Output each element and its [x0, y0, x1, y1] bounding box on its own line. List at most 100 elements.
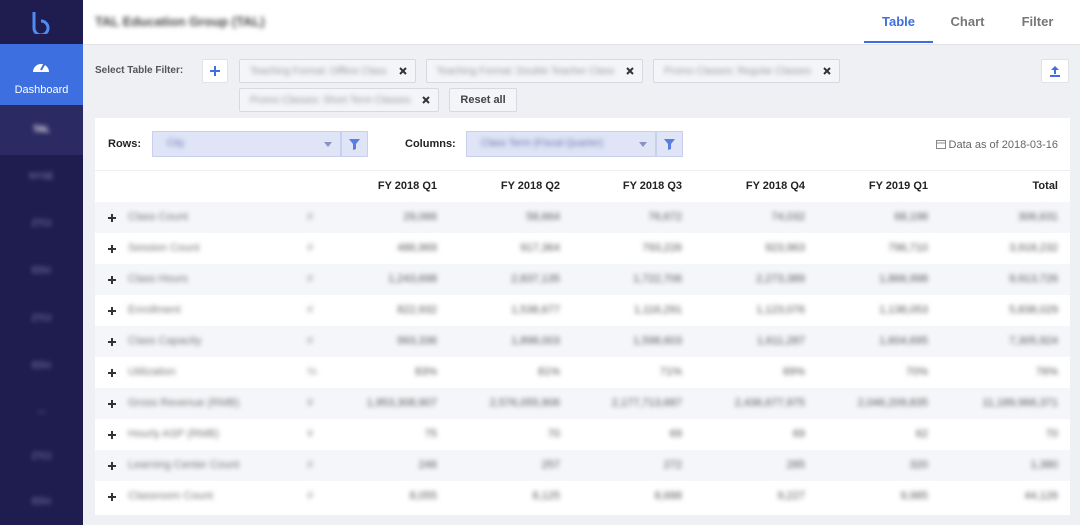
nav-label[interactable]: EDU — [31, 360, 51, 370]
table-cell: 75 — [424, 428, 437, 440]
table-cell: 81% — [537, 366, 560, 378]
table-cell: 9,985 — [900, 490, 928, 502]
table-cell: 8,688 — [654, 490, 682, 502]
columns-select[interactable]: Class Term (Fiscal Quarter) — [466, 131, 656, 157]
nav-label[interactable]: NYSE — [29, 171, 54, 181]
expand-row[interactable] — [107, 244, 117, 254]
table-row: Enrollment #822,932 1,538,677 1,116,291 1,12… — [95, 295, 1070, 326]
filter-chip: Teaching Format: Double Teacher Class — [425, 59, 644, 83]
table-cell: 9,913,726 — [1009, 273, 1058, 285]
expand-row[interactable] — [107, 306, 117, 316]
table-cell: 11,189,966,371 — [982, 397, 1058, 409]
nav-label[interactable]: EDU — [31, 265, 51, 275]
table-cell: 272 — [663, 459, 682, 471]
table-cell: 2,436,677,975 — [734, 397, 805, 409]
table-cell: 1,598,603 — [633, 335, 682, 347]
tab[interactable]: Table — [882, 14, 915, 29]
chip-label: Promo Classes: Short Term Classes — [250, 94, 411, 106]
table-row: Classroom Count #8,055 8,125 8,688 9,227 9,98… — [95, 481, 1070, 512]
nav-label[interactable]: Dashboard — [14, 84, 69, 96]
tab-underline — [864, 41, 933, 43]
nav-label[interactable]: — — [37, 406, 46, 416]
filter-chip: Teaching Format: Offline Class — [239, 59, 416, 83]
expand-row[interactable] — [107, 430, 117, 440]
tab[interactable]: Chart — [950, 14, 985, 29]
column-header: FY 2018 Q4 — [745, 180, 805, 192]
table-cell: 1,611,287 — [756, 335, 805, 347]
table-cell: 1,123,076 — [756, 304, 805, 316]
table-cell: 1,953,308,907 — [366, 397, 437, 409]
row-unit: # — [307, 335, 314, 347]
filter-chip: Promo Classes: Short Term Classes — [239, 88, 440, 112]
table-cell: 1,380 — [1030, 459, 1058, 471]
active-item[interactable] — [0, 44, 83, 105]
row-label: Class Count — [128, 211, 188, 223]
remove-chip[interactable] — [823, 67, 831, 75]
nav-label[interactable]: ZTCI — [31, 451, 52, 461]
reset-button[interactable]: Reset all — [449, 88, 517, 112]
expand-row[interactable] — [107, 337, 117, 347]
row-label: Utilization — [128, 366, 176, 378]
table-cell: 62 — [915, 428, 928, 440]
table-row: Session Count #486,969 917,364 793,226 923,9… — [95, 233, 1070, 264]
table-cell: 8,125 — [532, 490, 560, 502]
expand-row[interactable] — [107, 368, 117, 378]
table-cell: 1,138,053 — [879, 304, 928, 316]
row-unit: % — [307, 366, 317, 378]
row-label: Class Capacity — [128, 335, 202, 347]
expand-row[interactable] — [107, 399, 117, 409]
expand-row[interactable] — [107, 213, 117, 223]
export-button[interactable] — [1041, 59, 1069, 83]
column-header: FY 2018 Q3 — [622, 180, 682, 192]
nav-label[interactable]: EDU — [31, 496, 51, 506]
remove-chip[interactable] — [422, 96, 431, 104]
column-header: Total — [1032, 180, 1058, 192]
table-cell: 1,604,695 — [879, 335, 928, 347]
expand-row[interactable] — [107, 461, 117, 471]
row-unit: # — [307, 211, 314, 223]
nav-label[interactable]: ZTCI — [31, 218, 52, 228]
table-row: Learning Center Count #246 257 272 285 320 1,3… — [95, 450, 1070, 481]
table-cell: 29,066 — [403, 211, 437, 223]
divider — [95, 170, 1070, 171]
table-row: Hourly ASP (RMB) ¥75 70 69 69 62 70 — [95, 419, 1070, 450]
table-row: Class Hours #1,243,698 2,837,135 1,722,706 2… — [95, 264, 1070, 295]
table-cell: 70 — [1045, 428, 1058, 440]
rows-label: Rows: — [108, 138, 141, 150]
table-row: Class Count #29,066 58,664 76,672 74,032 68,1… — [95, 202, 1070, 233]
table-cell: 2,273,389 — [756, 273, 805, 285]
table-cell: 76% — [1035, 366, 1058, 378]
expand-row[interactable] — [107, 492, 117, 502]
rows-select[interactable]: City — [152, 131, 341, 157]
table-cell: 1,116,291 — [633, 304, 682, 316]
page-title: TAL Education Group (TAL) — [95, 14, 265, 29]
selected-item[interactable] — [0, 105, 83, 155]
chip-label: Promo Classes: Regular Classes — [664, 65, 811, 77]
columns-filter[interactable] — [656, 131, 683, 157]
table-cell: 5,838,029 — [1009, 304, 1058, 316]
rows-filter[interactable] — [341, 131, 368, 157]
table-cell: 69 — [669, 428, 682, 440]
table-cell: 917,364 — [520, 242, 560, 254]
sidebar: Dashboard TAL NYSE ZTCI EDU ZTCI EDU — ZTCI EDU — [0, 0, 83, 525]
nav-label[interactable]: ZTCI — [31, 313, 52, 323]
table-cell: 2,576,055,906 — [489, 397, 560, 409]
table-cell: 923,963 — [765, 242, 805, 254]
remove-chip[interactable] — [398, 67, 407, 75]
nav-label[interactable]: TAL — [33, 124, 50, 134]
column-header: FY 2018 Q1 — [377, 180, 437, 192]
table-cell: 69 — [792, 428, 805, 440]
row-label: Gross Revenue (RMB) — [128, 397, 240, 409]
row-label: Hourly ASP (RMB) — [128, 428, 219, 440]
table-cell: 70% — [905, 366, 928, 378]
row-label: Learning Center Count — [128, 459, 240, 471]
remove-chip[interactable] — [626, 67, 634, 75]
expand-row[interactable] — [107, 275, 117, 285]
table-cell: 486,969 — [397, 242, 437, 254]
table-cell: 822,932 — [397, 304, 437, 316]
tab[interactable]: Filter — [1021, 14, 1054, 29]
add-filter[interactable] — [202, 59, 228, 83]
filter-label: Select Table Filter: — [95, 65, 184, 76]
table-row: Utilization% 83% 81% 71% 69% 70% 76% — [95, 357, 1070, 388]
